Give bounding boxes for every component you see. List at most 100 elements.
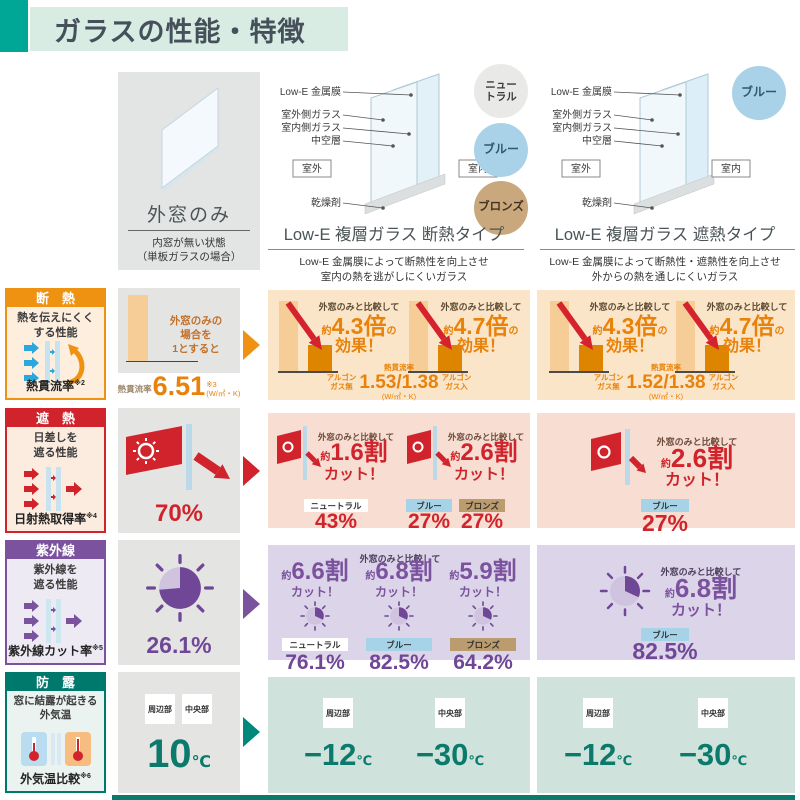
title-accent-square xyxy=(0,0,28,52)
double-glazing-diagram-shading: Low-E 金属膜 室外側ガラス 室内側ガラス 中空層 乾燥剤 室外 室内 xyxy=(551,73,751,215)
sun-pie-icon xyxy=(599,565,651,617)
row-head-uv: 紫外線 xyxy=(7,542,104,559)
badge-bronze: ブロンズ xyxy=(459,499,505,513)
outer-only-uv-cell: 26.1% xyxy=(118,540,240,665)
compare-note: 外窓のみと比較して xyxy=(440,302,522,312)
badge-center-area: 中央部 xyxy=(698,698,728,728)
outer-only-shading-cell: 70% xyxy=(118,408,240,533)
uv-cut-value: 64.2% xyxy=(453,651,513,675)
particle: の xyxy=(386,326,397,337)
particle: の xyxy=(657,326,668,337)
compare-note: 外窓のみと比較して xyxy=(706,302,788,312)
cut-word: カット！ xyxy=(458,585,507,599)
condensation-temp-edge: −12℃ xyxy=(303,737,373,772)
insulation-type-divider xyxy=(268,249,524,250)
uv-item-bronze: 約5.9割 カット！ ブロンズ 64.2% xyxy=(441,545,525,675)
row-desc-uv: 紫外線を 遮る性能 xyxy=(33,564,78,591)
cut-ratio: 6.8割 xyxy=(375,558,433,585)
badge-blue: ブルー xyxy=(641,628,689,642)
argon-with: アルゴン ガス入 xyxy=(708,372,739,391)
approx: 約 xyxy=(320,452,331,463)
compare-note: 外窓のみと比較して xyxy=(660,567,742,577)
badge-edge-area: 周辺部 xyxy=(583,698,613,728)
cut-ratio: 1.6割 xyxy=(330,439,388,466)
compare-note: 外窓のみと比較して xyxy=(318,302,400,312)
u-value-unit: (W/㎡・K) xyxy=(381,392,417,401)
cut-value: 27% xyxy=(641,510,689,536)
sun-cut-icon xyxy=(591,429,646,485)
u-value-unit: (W/㎡・K) xyxy=(648,392,684,401)
badge-center-area: 中央部 xyxy=(182,694,212,724)
shading-type-title: Low-E 複層ガラス 遮熱タイプ xyxy=(554,226,776,244)
uv-item-neutral: 約6.6割 カット！ ニュートラル 76.1% xyxy=(273,545,357,675)
cut-value: 27% xyxy=(407,510,451,533)
cut-ratio: 6.8割 xyxy=(674,573,738,603)
condensation-temp-center: −30℃ xyxy=(678,737,748,772)
approx: 約 xyxy=(660,459,671,470)
u-value-label: 熱貫流率 xyxy=(651,363,681,372)
solar-gain-value: 70% xyxy=(154,500,204,527)
baseline-note: 外窓のみの 場合を 1とすると xyxy=(169,315,223,356)
label-outside: 室外 xyxy=(571,162,591,175)
label-inner-glass: 室内側ガラス xyxy=(281,121,341,134)
u-value-comparison: 熱貫流率 アルゴン ガス無 1.52/1.38 アルゴン ガス入 (W/㎡・K) xyxy=(537,362,795,402)
bar-baseline xyxy=(126,361,198,362)
label-outside: 室外 xyxy=(302,162,322,175)
condensation-temp-edge: −12℃ xyxy=(563,737,633,772)
approx: 約 xyxy=(365,571,376,582)
approx: 約 xyxy=(709,326,720,337)
insulation-type-desc: Low-E 金属膜によって断熱性を向上させ 室内の熱を逃がしにくいガラス xyxy=(299,256,489,283)
row-label-uv: 紫外線 紫外線を 遮る性能 紫外線カット率※5 xyxy=(5,540,106,665)
badge-blue: ブルー xyxy=(406,499,452,513)
argon-with: アルゴン ガス入 xyxy=(441,372,472,391)
effect-word: 効果！ xyxy=(334,338,383,355)
metric-heat-transmittance: 熱貫流率※2 xyxy=(26,379,85,393)
cut-ratio: 5.9割 xyxy=(459,558,517,585)
sun-through-glass-icon xyxy=(126,424,230,490)
compare-note: 外窓のみと比較して xyxy=(656,437,738,447)
bar-compare-icon xyxy=(549,301,609,373)
row-desc-shading: 日差しを 遮る性能 xyxy=(33,432,78,459)
label-inner-glass: 室内側ガラス xyxy=(552,121,612,134)
shading-type-desc: Low-E 金属膜によって断熱性・遮熱性を向上させ 外からの熱を通しにくいガラス xyxy=(549,256,781,283)
row-desc-condensation: 窓に結露が起きる 外気温 xyxy=(13,695,98,721)
cut-word: カット！ xyxy=(664,472,729,489)
approx: 約 xyxy=(450,452,461,463)
uv-cut-value: 82.5% xyxy=(369,651,429,675)
shading-type-r4-panel: 周辺部 −12℃ 中央部 −30℃ xyxy=(537,677,795,793)
cut-value: 27% xyxy=(460,510,504,533)
sun-cut-icon xyxy=(277,426,321,480)
arrow-row2 xyxy=(243,456,260,486)
approx: 約 xyxy=(281,571,292,582)
label-inside: 室内 xyxy=(721,162,741,175)
color-chip-bronze: ブロンズ xyxy=(474,181,528,235)
sun-pie-small-icon xyxy=(300,601,330,631)
metric-solar-heat-gain: 日射熱取得率※4 xyxy=(14,512,97,526)
outer-window-title: 外窓のみ xyxy=(146,205,231,226)
metric-uv-cut-rate: 紫外線カット率※5 xyxy=(8,644,103,658)
insulation-arrows-icon xyxy=(23,341,84,385)
cut-ratio: 6.6割 xyxy=(291,558,349,585)
row-label-insulation: 断 熱 熱を伝えにくく する性能 熱貫流率※2 xyxy=(5,288,106,400)
effect-word: 効果！ xyxy=(722,338,771,355)
condensation-temp: 10℃ xyxy=(147,732,211,776)
label-desiccant: 乾燥剤 xyxy=(582,196,612,209)
condensation-temp-center: −30℃ xyxy=(415,737,485,772)
approx: 約 xyxy=(321,326,332,337)
cut-word: カット！ xyxy=(453,466,514,483)
color-chip-blue: ブルー xyxy=(474,123,528,177)
thermometers-icon xyxy=(20,732,91,766)
uv-item-blue: 約6.8割 カット！ ブルー 82.5% xyxy=(357,545,441,675)
insulation-type-r1-panel: 外窓のみと比較して 約4.3倍の 効果！ 外窓のみと比較して 約4.7倍の 効果… xyxy=(268,290,530,401)
sun-pie-icon xyxy=(146,554,214,622)
effect-word: 効果！ xyxy=(605,338,654,355)
u-values: 1.52/1.38 xyxy=(626,372,706,393)
u-value-footnote: ※3 xyxy=(206,379,217,389)
shading-arrows-icon xyxy=(23,467,82,511)
badge-edge-area: 周辺部 xyxy=(323,698,353,728)
arrow-row3 xyxy=(243,589,260,619)
double-glazing-diagram-insulation: Low-E 金属膜 室外側ガラス 室内側ガラス 中空層 乾燥剤 室外 室内 xyxy=(280,73,498,215)
label-low-e-film: Low-E 金属膜 xyxy=(280,85,341,98)
uv-arrows-icon xyxy=(23,599,82,643)
metric-footnote: ※5 xyxy=(92,645,103,652)
